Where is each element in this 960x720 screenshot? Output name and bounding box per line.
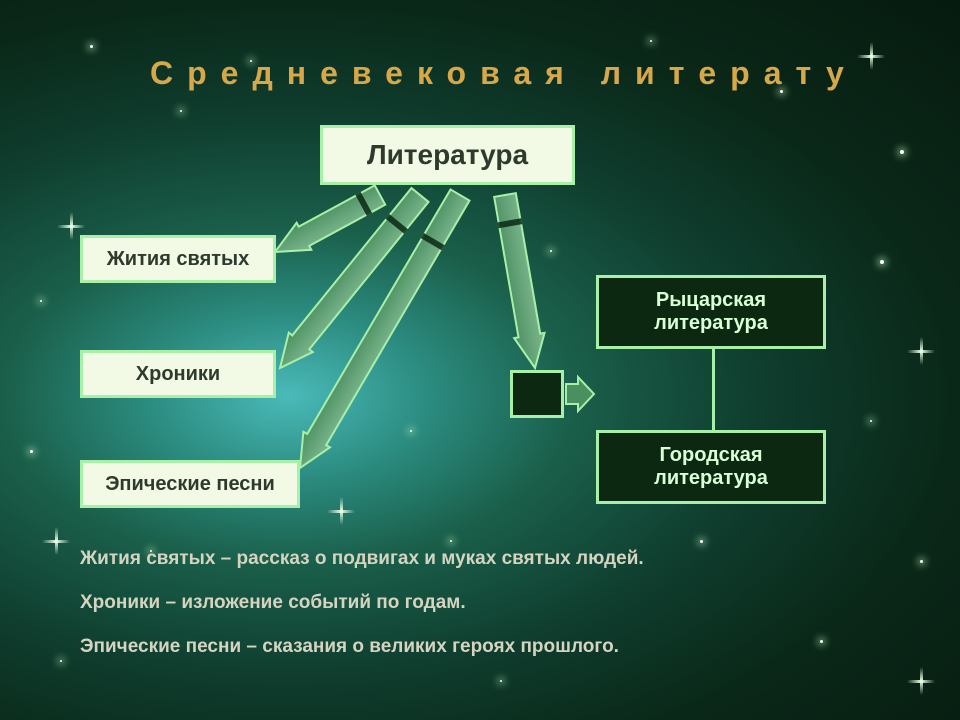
left-box-2: Эпические песни bbox=[80, 460, 300, 508]
slide-title: Средневековая литерату bbox=[150, 55, 960, 92]
right-box-1: Городская литература bbox=[596, 430, 826, 504]
box-label: Эпические песни bbox=[105, 473, 275, 496]
right-box-0: Рыцарская литература bbox=[596, 275, 826, 349]
definition-1: Хроники – изложение событий по годам. bbox=[80, 592, 900, 614]
box-label: Городская литература bbox=[609, 444, 813, 490]
definitions-block: Жития святых – рассказ о подвигах и мука… bbox=[80, 548, 900, 680]
box-label: Хроники bbox=[136, 363, 220, 386]
definition-0: Жития святых – рассказ о подвигах и мука… bbox=[80, 548, 900, 570]
main-box: Литература bbox=[320, 125, 575, 185]
left-box-0: Жития святых bbox=[80, 235, 276, 283]
left-box-1: Хроники bbox=[80, 350, 276, 398]
box-label: Жития святых bbox=[107, 248, 250, 271]
box-label: Рыцарская литература bbox=[609, 289, 813, 335]
connector-line bbox=[712, 349, 715, 430]
definition-2: Эпические песни – сказания о великих гер… bbox=[80, 636, 900, 658]
box-label: Литература bbox=[367, 139, 528, 171]
connector-square bbox=[510, 370, 564, 418]
